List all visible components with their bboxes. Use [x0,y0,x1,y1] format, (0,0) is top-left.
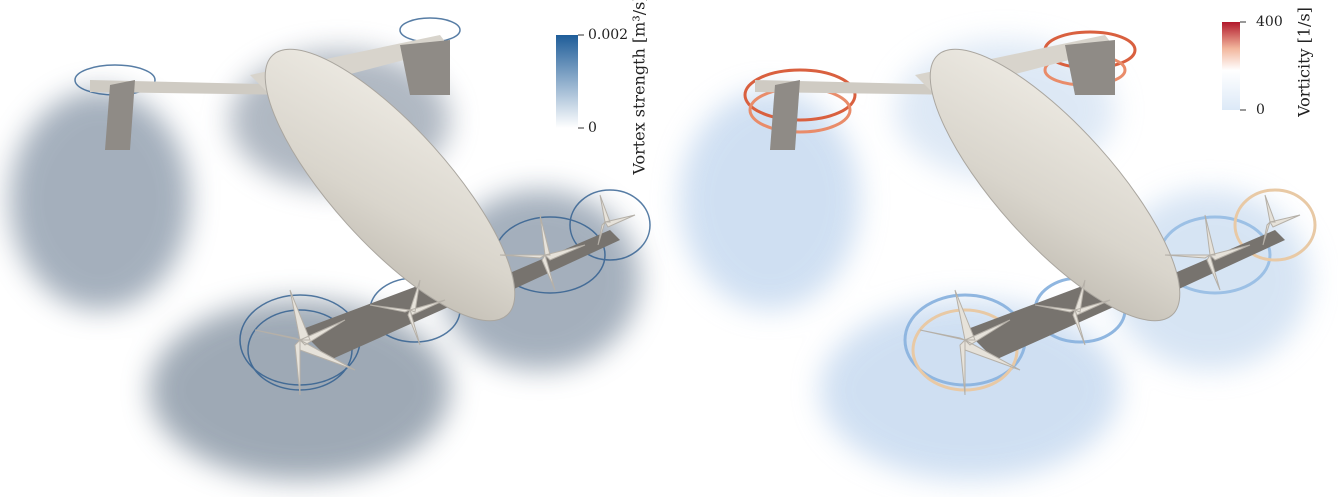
right-panel: 400 0 Vorticity [1/s] [680,7,1315,480]
colorbar-min: 0 [588,120,597,136]
colorbar-min: 0 [1256,102,1265,118]
colorbar [1222,22,1240,110]
figure: 0.002 0 Vortex strength [m³/s] 400 0 Vor… [0,0,1338,497]
page: 0.002 0 Vortex strength [m³/s] 400 0 Vor… [0,0,1338,497]
colorbar [556,35,578,128]
left-panel: 0.002 0 Vortex strength [m³/s] [10,0,650,480]
colorbar-max: 400 [1256,14,1283,30]
colorbar-title: Vorticity [1/s] [1295,7,1314,118]
colorbar-title: Vortex strength [m³/s] [630,0,649,176]
colorbar-max: 0.002 [588,27,628,43]
